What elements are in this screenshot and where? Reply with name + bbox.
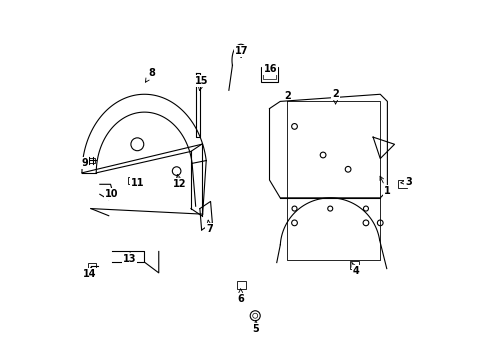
- Text: 13: 13: [122, 253, 136, 264]
- Text: 7: 7: [206, 220, 212, 234]
- Text: 8: 8: [145, 68, 155, 82]
- Text: 10: 10: [104, 189, 118, 199]
- Text: 1: 1: [379, 176, 390, 197]
- Text: 3: 3: [400, 177, 411, 187]
- Text: 11: 11: [130, 178, 144, 188]
- Text: 14: 14: [83, 267, 97, 279]
- Text: 12: 12: [172, 175, 186, 189]
- Text: 15: 15: [195, 76, 208, 91]
- Text: 4: 4: [351, 262, 359, 276]
- Text: 6: 6: [237, 289, 244, 303]
- Text: 9: 9: [81, 158, 88, 168]
- Text: 16: 16: [263, 64, 276, 73]
- Text: 5: 5: [252, 320, 259, 334]
- Text: 17: 17: [235, 46, 248, 58]
- Text: 2: 2: [331, 89, 338, 104]
- Text: 2: 2: [284, 91, 290, 101]
